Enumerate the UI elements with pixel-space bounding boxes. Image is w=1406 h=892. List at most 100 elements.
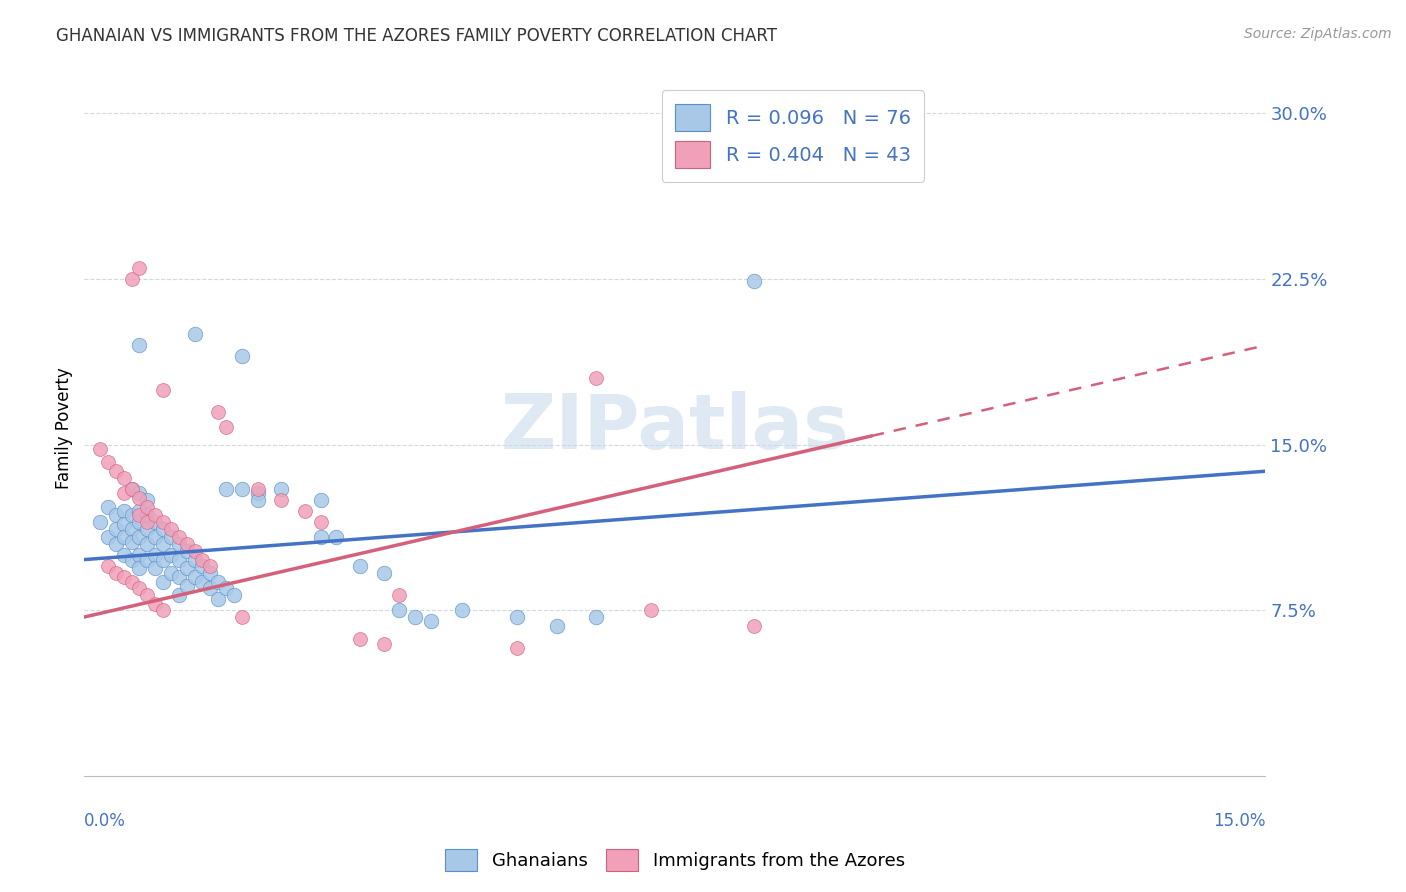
Point xyxy=(97,500,120,514)
Point xyxy=(136,552,159,566)
Point xyxy=(160,531,183,545)
Legend: Ghanaians, Immigrants from the Azores: Ghanaians, Immigrants from the Azores xyxy=(437,842,912,879)
Point xyxy=(136,522,159,536)
Point xyxy=(742,619,765,633)
Point xyxy=(89,515,111,529)
Point xyxy=(191,574,214,589)
Point xyxy=(152,603,174,617)
Text: GHANAIAN VS IMMIGRANTS FROM THE AZORES FAMILY POVERTY CORRELATION CHART: GHANAIAN VS IMMIGRANTS FROM THE AZORES F… xyxy=(56,27,778,45)
Point xyxy=(270,492,292,507)
Point xyxy=(128,531,150,545)
Point xyxy=(388,603,411,617)
Point xyxy=(191,552,214,566)
Point xyxy=(152,515,174,529)
Point xyxy=(183,552,205,566)
Point xyxy=(112,517,135,532)
Point xyxy=(167,588,190,602)
Point xyxy=(136,492,159,507)
Point xyxy=(121,482,143,496)
Point xyxy=(207,404,229,418)
Text: 0.0%: 0.0% xyxy=(84,812,127,830)
Point xyxy=(294,504,316,518)
Point xyxy=(136,537,159,551)
Point xyxy=(89,442,111,457)
Point xyxy=(112,486,135,500)
Point xyxy=(215,582,238,596)
Point xyxy=(128,486,150,500)
Point xyxy=(112,471,135,485)
Point xyxy=(270,482,292,496)
Point xyxy=(167,531,190,545)
Point xyxy=(506,640,529,655)
Point xyxy=(104,464,127,478)
Point xyxy=(143,597,166,611)
Point xyxy=(152,383,174,397)
Point xyxy=(121,552,143,566)
Point xyxy=(546,619,568,633)
Point xyxy=(200,559,222,574)
Point xyxy=(128,515,150,529)
Point xyxy=(128,582,150,596)
Point xyxy=(451,603,474,617)
Point xyxy=(215,420,238,434)
Point xyxy=(112,570,135,584)
Point xyxy=(215,482,238,496)
Point xyxy=(128,548,150,562)
Point xyxy=(97,455,120,469)
Point xyxy=(309,531,332,545)
Point xyxy=(183,543,205,558)
Point xyxy=(200,566,222,580)
Point xyxy=(160,522,183,536)
Y-axis label: Family Poverty: Family Poverty xyxy=(55,368,73,489)
Point xyxy=(183,570,205,584)
Point xyxy=(207,574,229,589)
Point xyxy=(160,566,183,580)
Point xyxy=(104,566,127,580)
Point xyxy=(112,548,135,562)
Text: 15.0%: 15.0% xyxy=(1213,812,1265,830)
Point xyxy=(128,260,150,275)
Point xyxy=(167,537,190,551)
Point xyxy=(388,588,411,602)
Legend: R = 0.096   N = 76, R = 0.404   N = 43: R = 0.096 N = 76, R = 0.404 N = 43 xyxy=(662,90,924,182)
Point xyxy=(349,559,371,574)
Point xyxy=(176,537,198,551)
Point xyxy=(136,588,159,602)
Point xyxy=(121,482,143,496)
Point xyxy=(97,531,120,545)
Point xyxy=(373,636,395,650)
Text: Source: ZipAtlas.com: Source: ZipAtlas.com xyxy=(1244,27,1392,41)
Point xyxy=(176,561,198,575)
Point xyxy=(183,327,205,342)
Point xyxy=(97,559,120,574)
Point xyxy=(121,522,143,536)
Point xyxy=(121,508,143,523)
Point xyxy=(404,610,426,624)
Point xyxy=(231,610,253,624)
Point xyxy=(128,508,150,523)
Point xyxy=(191,559,214,574)
Point xyxy=(176,543,198,558)
Point xyxy=(136,508,159,523)
Text: ZIPatlas: ZIPatlas xyxy=(501,392,849,465)
Point xyxy=(143,515,166,529)
Point xyxy=(742,274,765,288)
Point xyxy=(128,491,150,505)
Point xyxy=(121,535,143,549)
Point xyxy=(143,561,166,575)
Point xyxy=(104,537,127,551)
Point xyxy=(143,531,166,545)
Point xyxy=(167,552,190,566)
Point xyxy=(121,272,143,286)
Point xyxy=(143,508,166,523)
Point xyxy=(152,574,174,589)
Point xyxy=(136,515,159,529)
Point xyxy=(585,371,607,385)
Point xyxy=(506,610,529,624)
Point xyxy=(121,574,143,589)
Point xyxy=(246,492,269,507)
Point xyxy=(136,500,159,514)
Point xyxy=(200,582,222,596)
Point xyxy=(349,632,371,646)
Point xyxy=(152,552,174,566)
